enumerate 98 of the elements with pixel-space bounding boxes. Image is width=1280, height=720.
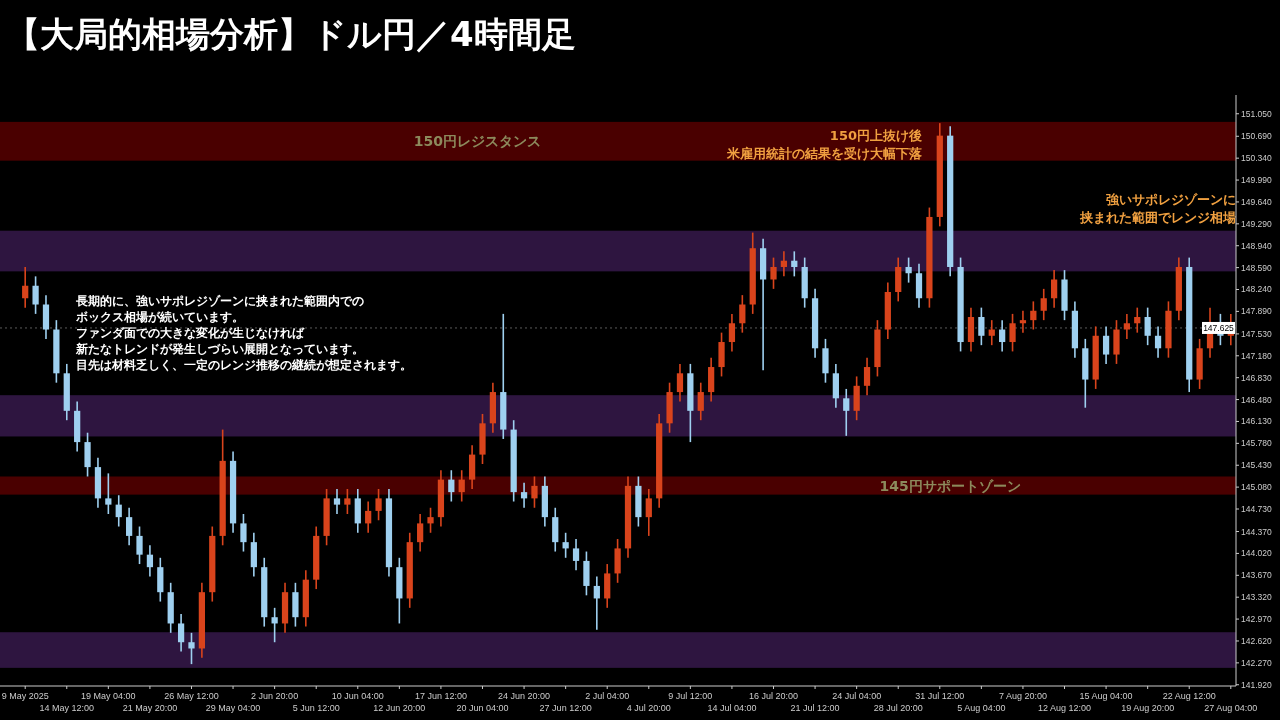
- y-tick-label: 150.690: [1241, 131, 1272, 142]
- x-tick-label: 26 May 12:00: [164, 691, 219, 701]
- y-tick-label: 141.920: [1241, 679, 1272, 690]
- y-tick-label: 145.080: [1241, 482, 1272, 493]
- candlestick: [292, 582, 299, 628]
- annotation: 目先は材料乏しく、一定のレンジ推移の継続が想定されます。: [76, 358, 412, 372]
- x-tick-label: 5 Jun 12:00: [292, 703, 340, 713]
- x-tick-label: 10 Jun 04:00: [331, 691, 384, 701]
- x-tick-label: 24 Jul 04:00: [832, 691, 882, 701]
- candlestick: [770, 256, 777, 290]
- x-tick-label: 20 Jun 04:00: [456, 703, 509, 713]
- x-tick-label: 31 Jul 12:00: [915, 691, 965, 701]
- x-tick-label: 19 May 04:00: [81, 691, 136, 701]
- y-tick-label: 149.290: [1241, 218, 1272, 229]
- y-tick-label: 142.970: [1241, 614, 1272, 625]
- candlestick: [614, 538, 621, 584]
- x-tick-label: 29 May 04:00: [205, 703, 261, 713]
- y-tick-label: 142.270: [1241, 657, 1272, 668]
- y-tick-label: 144.370: [1241, 526, 1272, 537]
- candlestick: [323, 488, 330, 547]
- x-tick-label: 24 Jun 20:00: [498, 691, 551, 701]
- y-tick-label: 144.730: [1241, 504, 1272, 515]
- y-tick-label: 145.430: [1241, 460, 1272, 471]
- candlestick: [583, 550, 590, 597]
- candlestick: [1061, 269, 1068, 321]
- x-tick-label: 5 Aug 04:00: [957, 703, 1006, 713]
- x-tick-label: 14 May 12:00: [39, 703, 95, 713]
- chart-title: 【大局的相場分析】ドル円／4時間足: [6, 14, 576, 54]
- y-tick-label: 147.530: [1241, 328, 1272, 339]
- y-tick-label: 148.240: [1241, 284, 1272, 295]
- x-tick-label: 7 Aug 20:00: [998, 691, 1047, 701]
- candlestick: [957, 256, 964, 353]
- annotation: 150円上抜け後: [829, 128, 922, 143]
- x-tick-label: 21 May 20:00: [122, 703, 178, 713]
- annotation: 米雇用統計の結果を受け大幅下落: [726, 146, 923, 161]
- y-tick-label: 148.590: [1241, 262, 1272, 273]
- y-tick-label: 151.050: [1241, 108, 1272, 119]
- y-tick-label: 146.830: [1241, 372, 1272, 383]
- x-tick-label: 22 Aug 12:00: [1162, 691, 1216, 701]
- x-tick-label: 27 Aug 04:00: [1204, 703, 1258, 713]
- band-label: 150円レジスタンス: [413, 133, 541, 150]
- y-tick-label: 145.780: [1241, 438, 1272, 449]
- x-tick-label: 28 Jul 20:00: [873, 703, 923, 713]
- candlestick: [822, 338, 829, 384]
- candlestick: [718, 331, 725, 378]
- y-tick-label: 149.990: [1241, 175, 1272, 186]
- candlestick: [666, 381, 673, 434]
- band-label: 145円サポートゾーン: [879, 477, 1021, 494]
- candlestick: [32, 275, 39, 315]
- candlestick: [635, 475, 642, 528]
- x-tick-label: 4 Jul 20:00: [626, 703, 671, 713]
- candlestick: [874, 319, 881, 378]
- y-tick-label: 142.620: [1241, 635, 1272, 646]
- x-tick-label: 12 Jun 20:00: [373, 703, 426, 713]
- candlestick: [1113, 319, 1120, 365]
- candlestick: [1165, 300, 1172, 359]
- annotation: 強いサポレジゾーンに: [1106, 192, 1236, 207]
- candlestick: [427, 506, 434, 534]
- y-tick-label: 148.940: [1241, 240, 1272, 251]
- x-tick-label: 14 Jul 04:00: [707, 703, 757, 713]
- y-tick-label: 149.640: [1241, 196, 1272, 207]
- x-tick-label: 15 Aug 04:00: [1079, 691, 1133, 701]
- x-tick-label: 12 Aug 12:00: [1037, 703, 1092, 713]
- candlestick: [240, 513, 247, 553]
- x-tick-label: 9 Jul 12:00: [668, 691, 713, 701]
- candlestick: [105, 472, 112, 515]
- annotation: ボックス相場が続いています。: [75, 310, 244, 324]
- candlestick: [344, 488, 351, 515]
- y-tick-label: 143.320: [1241, 592, 1272, 603]
- annotation: 新たなトレンドが発生しづらい展開となっています。: [75, 342, 364, 356]
- x-tick-label: 2 Jun 20:00: [251, 691, 299, 701]
- candlestick: [531, 475, 538, 509]
- candlestick: [188, 632, 195, 665]
- candlestick: [375, 488, 382, 522]
- x-tick-label: 21 Jul 12:00: [790, 703, 840, 713]
- ref-line-label: 147.625: [1203, 323, 1235, 334]
- x-tick-label: 16 Jul 20:00: [748, 691, 799, 701]
- x-tick-label: 17 Jun 12:00: [414, 691, 467, 701]
- candlestick: [479, 413, 486, 465]
- y-tick-label: 143.670: [1241, 570, 1272, 581]
- annotation: 長期的に、強いサポレジゾーンに挟まれた範囲内での: [75, 294, 364, 308]
- y-tick-label: 146.480: [1241, 394, 1272, 405]
- y-tick-label: 144.020: [1241, 548, 1272, 559]
- candlestick: [136, 525, 143, 565]
- x-tick-label: 2 Jul 04:00: [585, 691, 630, 701]
- candlestick: [905, 256, 912, 284]
- candlestick: [1009, 313, 1016, 353]
- annotation: ファンダ面での大きな変化が生じなければ: [76, 326, 305, 340]
- y-tick-label: 146.130: [1241, 416, 1272, 427]
- candlestick: [84, 431, 91, 478]
- y-tick-label: 147.180: [1241, 350, 1272, 361]
- x-tick-label: 19 Aug 20:00: [1121, 703, 1175, 713]
- y-tick-label: 150.340: [1241, 153, 1272, 164]
- x-tick-label: 27 Jun 12:00: [539, 703, 592, 713]
- annotation: 挟まれた範囲でレンジ相場: [1079, 210, 1236, 225]
- x-tick-label: 9 May 2025: [1, 691, 49, 701]
- y-tick-label: 147.890: [1241, 306, 1272, 317]
- candlestick: [926, 206, 933, 309]
